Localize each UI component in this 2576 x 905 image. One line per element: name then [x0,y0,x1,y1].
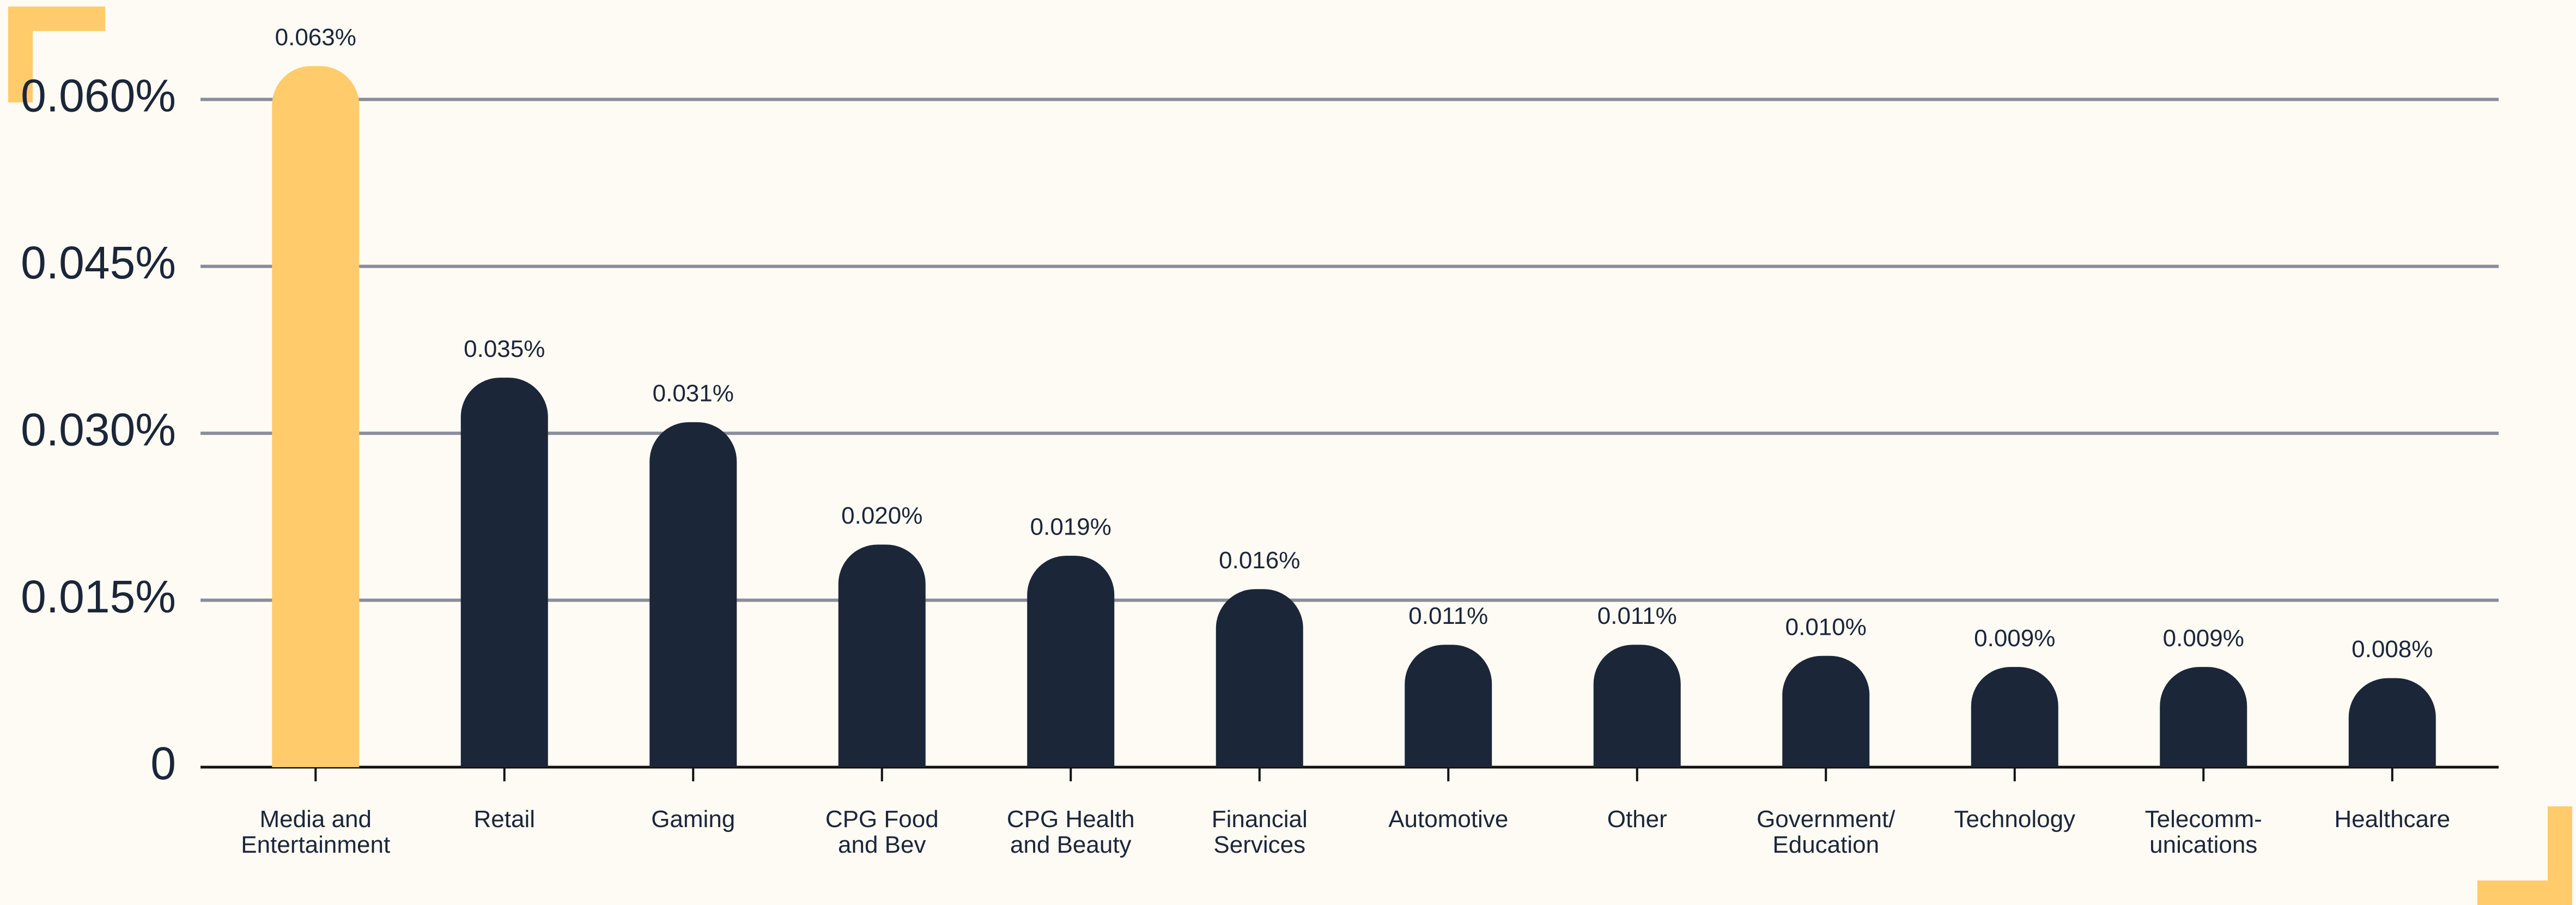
value-label: 0.010% [1785,614,1867,640]
value-label: 0.008% [2352,636,2433,663]
x-tick-label: Telecomm-unications [2145,806,2262,858]
x-tick-label: Financial Services [1212,806,1308,858]
value-label: 0.020% [841,502,922,529]
bar [1593,645,1681,767]
value-label: 0.011% [1597,603,1677,629]
y-tick-label: 0.045% [21,237,176,288]
x-tick-label-line: Services [1213,831,1305,858]
bar [1782,655,1870,767]
x-tick-label: Retail [474,806,536,833]
x-tick-label-line: Financial [1212,806,1308,833]
x-tick-label-line: and Beauty [1010,831,1132,858]
x-tick-label-line: Technology [1954,806,2075,833]
corner-bracket [2477,880,2572,905]
bar [838,544,926,767]
value-label: 0.035% [464,336,545,362]
value-label: 0.011% [1408,603,1488,629]
y-tick-label: 0.030% [21,404,176,455]
x-tick-label-line: Other [1607,806,1667,833]
x-tick-label: CPG Food and Bev [825,806,939,858]
value-label: 0.009% [1974,625,2055,652]
value-label: 0.063% [275,24,356,51]
bar [1405,645,1492,767]
value-label: 0.019% [1030,514,1111,540]
x-tick-label: Technology [1954,806,2075,833]
x-tick-label-line: Gaming [651,806,735,833]
value-label: 0.016% [1219,547,1300,574]
x-tick-label-line: Telecomm- [2145,806,2262,833]
corner-bracket [8,7,105,31]
x-tick-label-line: Automotive [1388,806,1508,833]
x-tick-label: Healthcare [2334,806,2450,833]
value-label: 0.031% [653,380,734,406]
x-tick-label-line: CPG Health [1007,806,1135,833]
bar [1216,589,1303,767]
bar [1027,555,1115,767]
x-tick-label-line: Media and [260,806,372,833]
bar [460,378,548,767]
bar [649,422,737,767]
x-tick-label-line: CPG Food [825,806,939,833]
x-tick-label-line: and Bev [838,831,926,858]
bar [1971,667,2058,767]
value-label: 0.009% [2163,625,2244,652]
y-tick-label: 0 [150,738,176,789]
x-tick-label: Government/Education [1757,806,1895,858]
x-tick-label: Media and Entertainment [241,806,390,858]
bar [272,66,360,768]
x-tick-label-line: Government/ [1757,806,1895,833]
x-tick-label: Gaming [651,806,735,833]
x-tick-label: Automotive [1388,806,1508,833]
y-tick-label: 0.060% [21,70,176,122]
x-tick-label-line: Healthcare [2334,806,2450,833]
x-tick-label: Other [1607,806,1667,833]
x-tick-label: CPG Health and Beauty [1007,806,1135,858]
y-tick-label: 0.015% [21,571,176,622]
x-tick-label-line: Education [1772,831,1879,858]
x-tick-label-line: unications [2149,831,2257,858]
bar [2348,678,2436,767]
x-tick-label-line: Entertainment [241,831,390,858]
x-tick-label-line: Retail [474,806,536,833]
bar [2160,667,2247,767]
